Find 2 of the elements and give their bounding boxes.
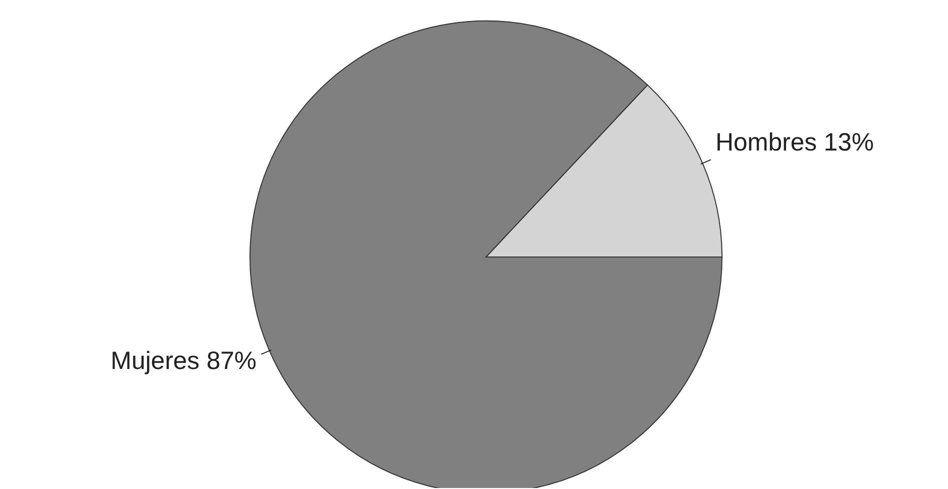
slice-label: Hombres 13% [715, 128, 874, 156]
slice-label: Mujeres 87% [110, 346, 257, 375]
